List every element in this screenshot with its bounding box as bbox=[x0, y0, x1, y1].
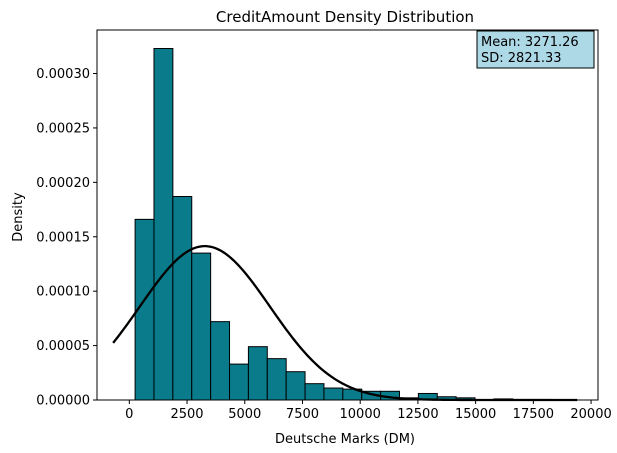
stats-mean: Mean: 3271.26 bbox=[481, 35, 579, 50]
x-tick-label: 7500 bbox=[286, 407, 319, 422]
histogram-bar bbox=[191, 252, 212, 401]
x-tick-label: 2500 bbox=[170, 407, 203, 422]
x-tick-label: 0 bbox=[125, 407, 133, 422]
histogram-bar bbox=[323, 387, 344, 401]
x-tick-label: 20000 bbox=[570, 407, 611, 422]
y-tick-label: 0.00015 bbox=[36, 230, 90, 245]
histogram-bar bbox=[172, 196, 193, 401]
y-tick-label: 0.00005 bbox=[36, 339, 90, 354]
histogram-bar bbox=[229, 363, 249, 401]
y-tick-label: 0.00000 bbox=[36, 394, 90, 409]
x-tick-label: 12500 bbox=[397, 407, 438, 422]
histogram-bar bbox=[285, 371, 306, 401]
stats-sd: SD: 2821.33 bbox=[481, 51, 562, 66]
y-axis-label: Density bbox=[11, 192, 26, 242]
x-tick-label: 17500 bbox=[513, 407, 554, 422]
y-axis-ticks: 0.00000 0.00005 0.00010 0.00015 0.00020 0.000… bbox=[36, 67, 97, 409]
histogram-bar bbox=[266, 358, 287, 401]
x-tick-label: 5000 bbox=[228, 407, 261, 422]
histogram-bar bbox=[153, 48, 174, 401]
y-tick-label: 0.00010 bbox=[36, 285, 90, 300]
y-tick-label: 0.00030 bbox=[36, 67, 90, 82]
histogram-bar bbox=[210, 321, 231, 401]
chart-title: CreditAmount Density Distribution bbox=[216, 8, 474, 26]
y-tick-label: 0.00025 bbox=[36, 121, 90, 136]
y-tick-label: 0.00020 bbox=[36, 176, 90, 191]
plot-frame bbox=[96, 29, 599, 401]
x-tick-label: 10000 bbox=[340, 407, 381, 422]
histogram-bar bbox=[247, 346, 268, 401]
histogram-bars bbox=[134, 48, 552, 401]
x-tick-label: 15000 bbox=[455, 407, 496, 422]
stats-box-background bbox=[476, 30, 595, 69]
stats-box: Mean: 3271.26 SD: 2821.33 bbox=[476, 30, 595, 69]
x-axis-ticks: 0 2500 5000 7500 10000 12500 15000 17500 20000 bbox=[125, 400, 612, 422]
x-axis-label: Deutsche Marks (DM) bbox=[275, 432, 415, 447]
histogram-bar bbox=[304, 383, 325, 401]
